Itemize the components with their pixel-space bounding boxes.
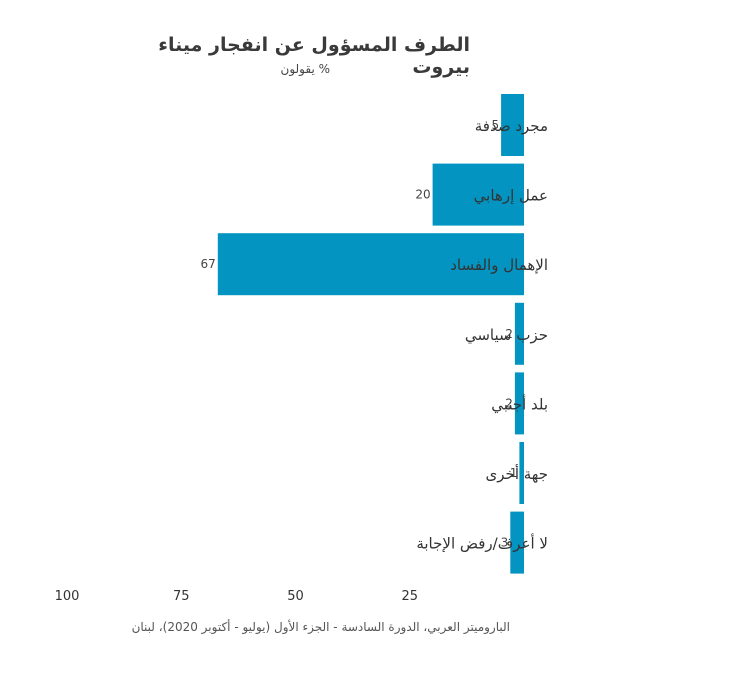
bar xyxy=(432,163,524,226)
bar xyxy=(514,372,524,435)
category-label: الإهمال والفساد xyxy=(450,256,548,274)
value-label: 20 xyxy=(415,188,430,202)
value-label: 3 xyxy=(501,536,509,550)
category-label: بلد أجنبي xyxy=(491,394,548,414)
chart-title: الطرف المسؤول عن انفجار ميناء بيروت xyxy=(158,34,470,78)
value-label: 2 xyxy=(505,327,513,341)
x-tick-label: 25 xyxy=(402,589,419,604)
bar xyxy=(501,94,524,156)
category-label: مجرد صدفة xyxy=(475,117,548,135)
x-tick-label: 75 xyxy=(173,589,190,604)
category-label: عمل إرهابي xyxy=(474,187,548,206)
bar xyxy=(514,302,524,365)
category-label: لا أعرف/رفض الإجابة xyxy=(416,534,548,553)
chart-subtitle: % يقولون xyxy=(280,62,331,76)
value-label: 67 xyxy=(201,257,216,271)
value-label: 2 xyxy=(505,396,513,410)
category-label: جهة أخرى xyxy=(486,464,548,483)
x-tick-label: 50 xyxy=(287,589,304,604)
category-label: حزب سياسي xyxy=(465,326,548,345)
bar xyxy=(519,442,524,504)
chart-source: الباروميتر العربي، الدورة السادسة - الجز… xyxy=(131,620,510,634)
value-label: 1 xyxy=(510,466,518,480)
bar xyxy=(217,233,525,296)
bar xyxy=(510,511,524,574)
value-label: 5 xyxy=(491,118,499,132)
x-tick-label: 100 xyxy=(55,589,80,604)
